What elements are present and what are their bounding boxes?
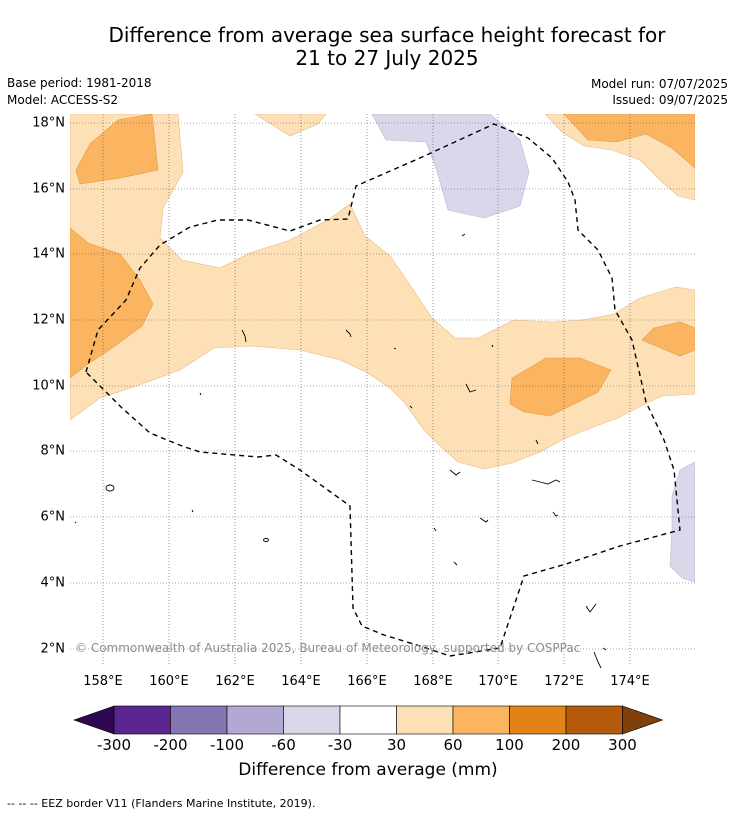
- island: [191, 509, 194, 513]
- longitude-tick-label: 168°E: [413, 674, 453, 689]
- island: [585, 603, 597, 613]
- colorbar-tick-label: -100: [209, 736, 245, 754]
- anomaly-region-60-100-west: [70, 227, 154, 379]
- colorbar-tick-label: -30: [327, 736, 353, 754]
- colorbar-tick-label: -300: [96, 736, 132, 754]
- anomaly-region-30-60: [70, 114, 695, 470]
- longitude-tick-label: 160°E: [149, 674, 189, 689]
- anomaly-region-60-100-ne: [563, 114, 695, 169]
- latitude-tick-label: 12°N: [32, 312, 65, 328]
- colorbar-tick-label: -60: [271, 736, 296, 754]
- island: [393, 347, 397, 350]
- colorbar-segment: [283, 705, 341, 735]
- anomaly-region-60-100-far-east: [641, 321, 695, 357]
- issued-label: Issued: 09/07/2025: [612, 93, 728, 107]
- island: [552, 511, 559, 517]
- model-run-label: Model run: 07/07/2025: [590, 77, 728, 91]
- colorbar-tick-label: 200: [551, 736, 581, 754]
- chart-title-line-2: 21 to 27 July 2025: [295, 46, 479, 70]
- longitude-tick-label: 170°E: [478, 674, 518, 689]
- island: [345, 329, 352, 338]
- longitude-tick-label: 158°E: [83, 674, 123, 689]
- longitude-tick-label: 174°E: [610, 674, 650, 689]
- latitude-tick-label: 2°N: [40, 641, 66, 657]
- colorbar-segment: [170, 705, 228, 735]
- longitude-tick-label: 166°E: [347, 674, 387, 689]
- island: [602, 647, 607, 651]
- island: [263, 538, 269, 542]
- anomaly-region-minus60-minus30-southeast: [669, 461, 695, 583]
- eez-legend-note: -- -- -- EEZ border V11 (Flanders Marine…: [7, 797, 316, 810]
- latitude-tick-label: 18°N: [32, 115, 65, 131]
- colorbar-segment: [226, 705, 284, 735]
- map-field: [70, 114, 695, 583]
- copyright-notice: © Commonwealth of Australia 2025, Bureau…: [75, 641, 581, 655]
- colorbar-under-arrow: [73, 705, 115, 735]
- base-period-label: Base period: 1981-2018: [7, 76, 152, 90]
- latitude-tick-label: 8°N: [40, 443, 66, 459]
- latitude-tick-label: 6°N: [40, 509, 66, 525]
- longitude-tick-label: 162°E: [215, 674, 255, 689]
- island: [199, 392, 202, 396]
- colorbar-segment: [339, 705, 397, 735]
- anomaly-region-60-100-nw: [75, 114, 159, 185]
- island: [105, 484, 115, 492]
- colorbar-tick-label: -200: [153, 736, 188, 754]
- colorbar-tick-label: 300: [608, 736, 637, 754]
- island: [465, 383, 477, 393]
- colorbar-segment: [509, 705, 567, 735]
- island: [593, 651, 602, 669]
- colorbar-segment: [452, 705, 510, 735]
- latitude-tick-label: 16°N: [32, 181, 65, 197]
- islands: [74, 233, 607, 669]
- colorbar-segment: [565, 705, 623, 735]
- colorbar-segment: [396, 705, 454, 735]
- anomaly-region-minus60-minus30-north: [371, 114, 530, 219]
- island: [453, 561, 458, 566]
- island: [491, 344, 494, 348]
- colorbar-tick-label: 100: [495, 736, 524, 754]
- island: [479, 517, 489, 523]
- latitude-tick-label: 14°N: [32, 246, 65, 262]
- island: [409, 405, 413, 409]
- latitude-tick-label: 4°N: [40, 575, 66, 591]
- colorbar-tick-label: 60: [443, 736, 463, 754]
- eez-border: [85, 123, 681, 657]
- gridlines: [70, 114, 695, 665]
- colorbar-tick-label: 30: [386, 736, 407, 754]
- island: [461, 233, 466, 237]
- island: [531, 479, 561, 485]
- chart-title-line-1: Difference from average sea surface heig…: [108, 23, 666, 47]
- colorbar-label: Difference from average (mm): [238, 760, 498, 780]
- colorbar-over-arrow: [622, 705, 664, 735]
- island: [449, 469, 461, 476]
- colorbar: [73, 705, 664, 735]
- anomaly-region-30-60-top: [254, 114, 327, 137]
- colorbar-segment: [113, 705, 171, 735]
- model-label: Model: ACCESS-S2: [7, 93, 119, 107]
- longitude-tick-label: 172°E: [544, 674, 584, 689]
- island: [74, 521, 77, 524]
- island: [241, 329, 247, 343]
- anomaly-region-60-100-east: [509, 357, 612, 417]
- island: [535, 439, 539, 445]
- island: [433, 527, 437, 532]
- longitude-tick-label: 164°E: [281, 674, 321, 689]
- latitude-tick-label: 10°N: [32, 378, 65, 394]
